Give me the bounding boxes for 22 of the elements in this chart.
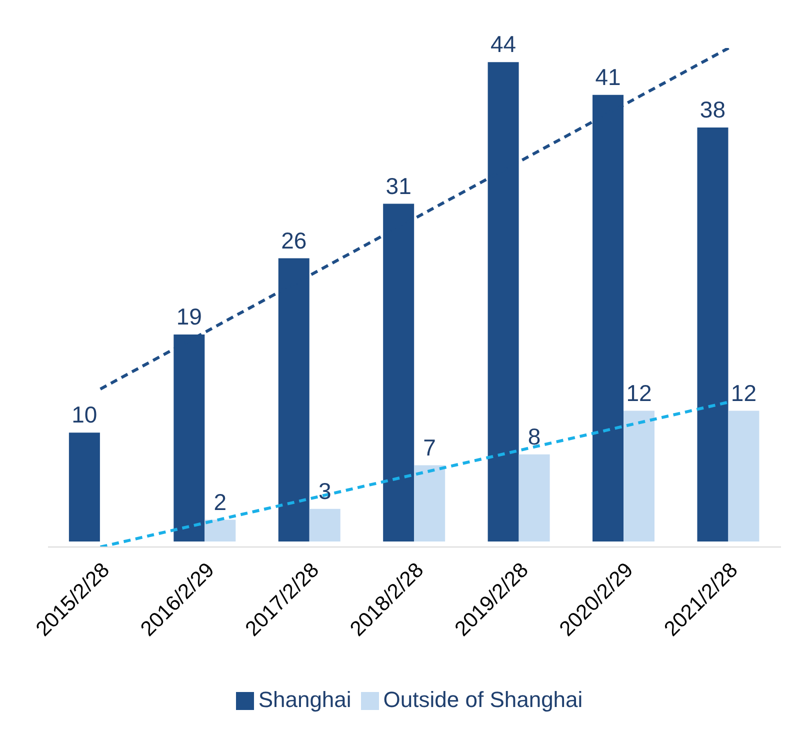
data-label: 7: [423, 434, 436, 460]
bar: [728, 410, 760, 542]
data-label: 12: [626, 380, 652, 406]
data-label: 38: [700, 96, 726, 123]
bar: [309, 508, 340, 542]
bar: [414, 465, 446, 542]
legend-label: Outside of Shanghai: [383, 687, 583, 712]
data-label: 31: [386, 172, 412, 199]
legend-label: Shanghai: [258, 687, 352, 712]
bar: [68, 432, 100, 542]
data-label: 44: [490, 31, 516, 58]
data-label: 2: [214, 488, 227, 515]
bar: [204, 520, 236, 542]
data-label: 8: [528, 423, 541, 450]
data-label: 19: [176, 304, 202, 330]
bar: [624, 410, 655, 542]
bar: [697, 128, 728, 542]
data-label: 26: [281, 227, 307, 254]
data-label: 10: [72, 402, 98, 428]
data-label: 41: [595, 64, 621, 90]
bar: [518, 454, 550, 542]
data-label: 12: [730, 380, 757, 406]
